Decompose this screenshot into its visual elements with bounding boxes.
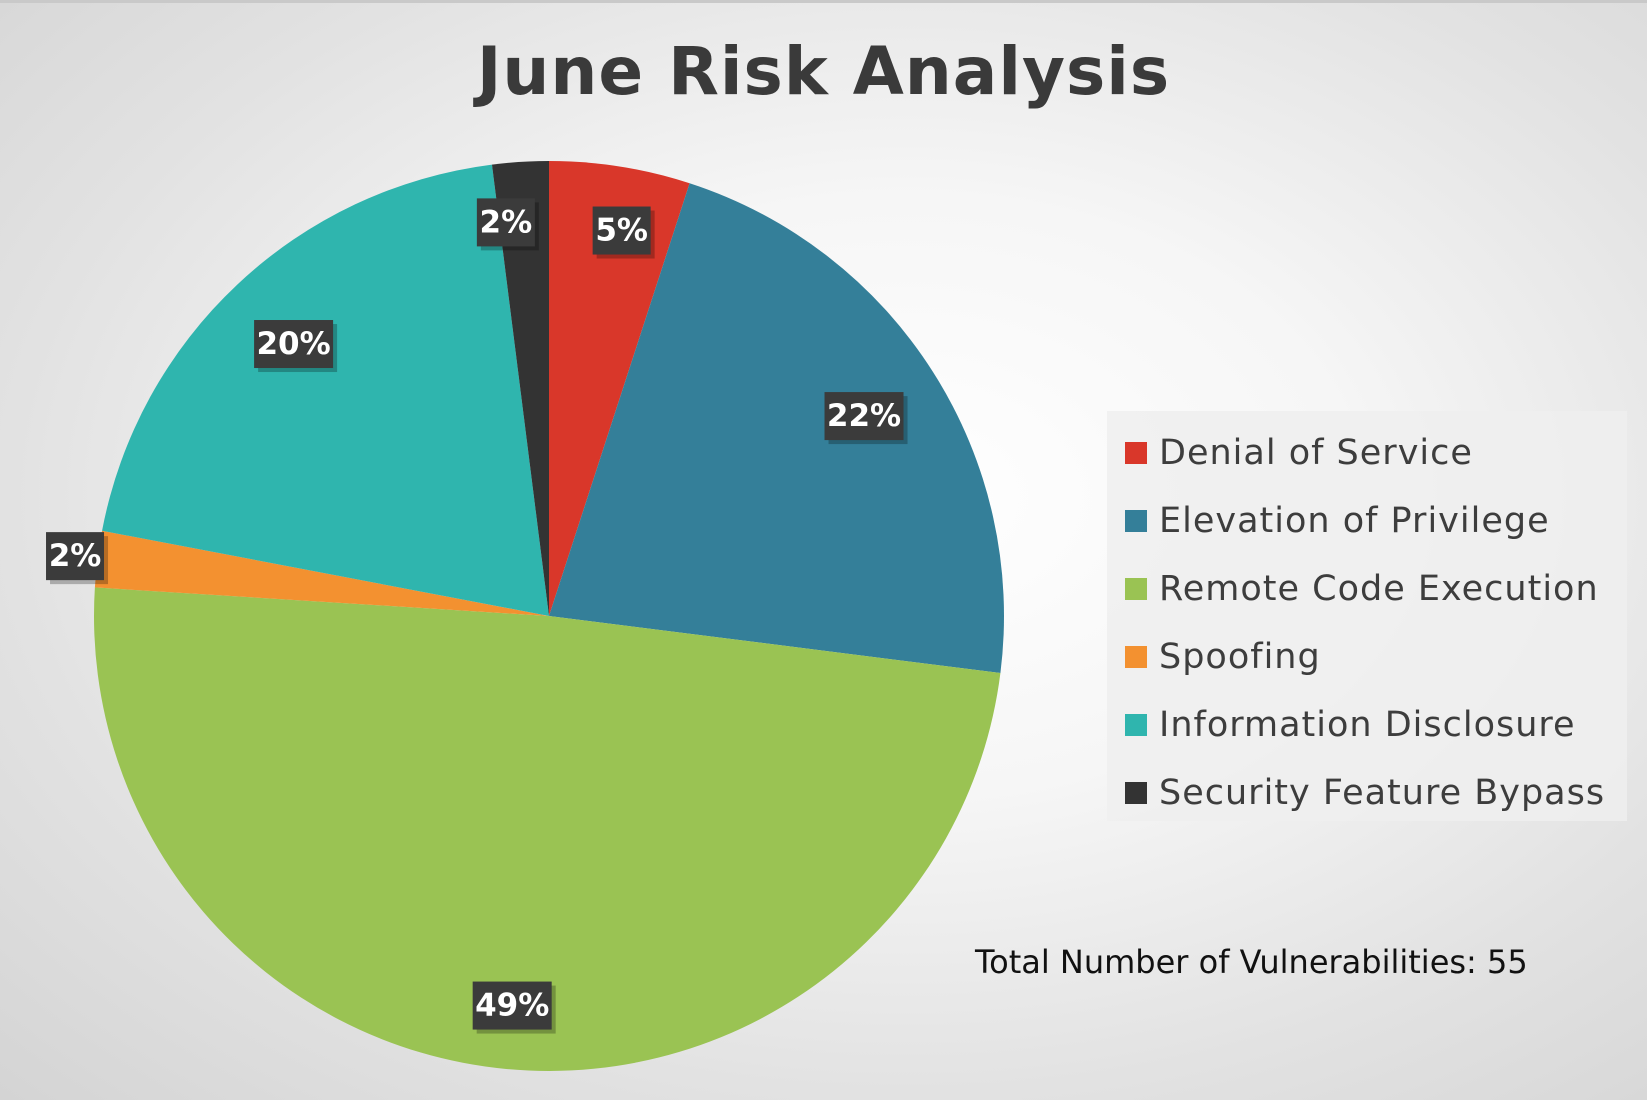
legend-label: Remote Code Execution <box>1159 569 1599 609</box>
pie-slice <box>549 183 1004 674</box>
legend-swatch <box>1125 578 1147 600</box>
legend-item: Spoofing <box>1125 637 1321 677</box>
data-label-text: 20% <box>256 326 330 362</box>
legend-label: Elevation of Privilege <box>1159 501 1550 541</box>
data-label: 22% <box>824 392 908 445</box>
data-label-text: 2% <box>49 538 102 574</box>
data-label-text: 2% <box>480 204 533 240</box>
pie-chart: 5% 22% 49% 2% 20% 2% <box>46 161 1004 1071</box>
pie-slice <box>549 161 690 616</box>
legend-label: Security Feature Bypass <box>1159 773 1606 813</box>
legend-label: Information Disclosure <box>1159 705 1576 745</box>
data-label-box <box>254 320 334 369</box>
data-label: 2% <box>476 198 539 251</box>
data-label: 20% <box>254 320 338 373</box>
data-label-box <box>472 981 552 1030</box>
legend-label: Spoofing <box>1159 637 1321 677</box>
chart-title: June Risk Analysis <box>476 33 1171 110</box>
data-label: 49% <box>472 981 556 1034</box>
data-label: 5% <box>592 206 655 259</box>
data-label-box <box>46 532 105 581</box>
pie-slice <box>94 530 550 616</box>
pie-slice <box>94 587 1001 1071</box>
data-label: 2% <box>46 532 109 585</box>
pie-slice <box>491 161 549 616</box>
pie-slice <box>102 164 550 616</box>
legend-swatch <box>1125 510 1147 532</box>
data-label-text: 22% <box>827 398 901 434</box>
data-label-box <box>824 392 904 441</box>
data-label-text: 5% <box>595 213 648 249</box>
legend-item: Remote Code Execution <box>1125 569 1599 609</box>
legend-item: Security Feature Bypass <box>1125 773 1605 813</box>
legend-item: Information Disclosure <box>1125 705 1576 745</box>
legend-item: Denial of Service <box>1125 433 1473 473</box>
data-label-box <box>592 206 651 255</box>
legend-item: Elevation of Privilege <box>1125 501 1550 541</box>
data-label-text: 49% <box>475 988 549 1024</box>
legend-swatch <box>1125 442 1147 464</box>
legend-swatch <box>1125 714 1147 736</box>
total-vulnerabilities-note: Total Number of Vulnerabilities: 55 <box>975 943 1528 981</box>
legend-swatch <box>1125 646 1147 668</box>
legend-label: Denial of Service <box>1159 433 1473 473</box>
data-label-box <box>476 198 535 247</box>
legend-swatch <box>1125 782 1147 804</box>
legend: Denial of Service Elevation of Privilege… <box>1107 411 1627 821</box>
